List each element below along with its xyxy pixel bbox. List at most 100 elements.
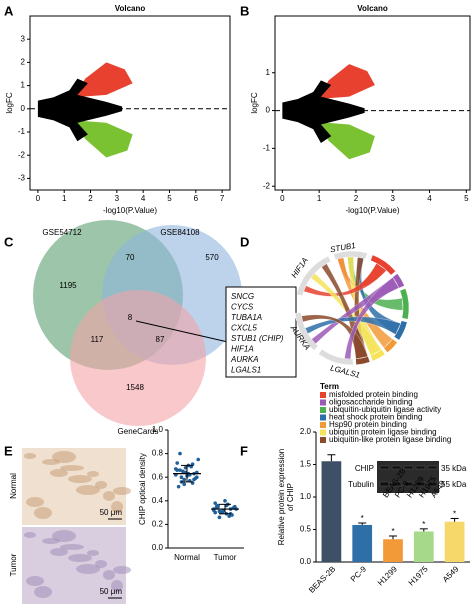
chart-title: Volcano — [115, 4, 146, 13]
x-axis-label: -log10(P.Value) — [103, 206, 157, 215]
tissue — [26, 576, 44, 586]
x-tick-label: H1299 — [376, 564, 399, 587]
term-arc — [393, 320, 408, 341]
y-tick-label: 2 — [21, 58, 26, 67]
blot-band — [391, 481, 402, 487]
blot-band — [379, 481, 390, 487]
y-tick-label: 2.0 — [300, 427, 312, 436]
up-cloud — [318, 64, 375, 99]
dot — [179, 475, 184, 480]
image-label: Normal — [9, 473, 18, 499]
blot-size: 55 kDa — [441, 480, 467, 489]
gene: TUBA1A — [231, 313, 262, 322]
legend-label: Hsp90 protein binding — [329, 420, 407, 429]
y-tick-label: 0.4 — [152, 496, 164, 505]
y-tick-label: 0.2 — [152, 520, 164, 529]
tissue — [34, 507, 52, 519]
x-axis-label: -log10(P.Value) — [346, 206, 400, 215]
venn-count: 87 — [156, 335, 165, 344]
y-tick-label: 0.0 — [300, 557, 312, 566]
x-tick-label: H1975 — [407, 564, 430, 587]
panel-letter: A — [4, 3, 14, 18]
tissue — [111, 580, 123, 592]
gene: CXCL5 — [231, 324, 257, 333]
legend-label: oligosaccharide binding — [329, 398, 413, 407]
base-cloud — [282, 80, 365, 144]
legend-label: misfolded protein binding — [329, 390, 418, 399]
y-tick-label: -2 — [263, 181, 271, 190]
down-cloud — [318, 122, 375, 160]
up-cloud — [74, 62, 133, 98]
blot-band — [403, 481, 414, 487]
x-tick-label: 7 — [220, 194, 225, 203]
base-cloud — [37, 78, 123, 142]
x-tick-label: Normal — [174, 553, 200, 562]
tissue — [24, 453, 36, 459]
x-tick-label: 4 — [427, 194, 432, 203]
legend-swatch — [320, 414, 326, 421]
x-tick-label: PC-9 — [349, 564, 369, 584]
tissue — [68, 554, 92, 562]
y-tick-label: 1.0 — [152, 425, 164, 434]
dot — [178, 468, 182, 472]
legend-label: ubiquitin-ubiquitin ligase activity — [329, 405, 441, 414]
bar — [413, 531, 434, 562]
legend-label: ubiquitin-like protein ligase binding — [329, 435, 451, 444]
dot — [217, 515, 222, 520]
gene: HIF1A — [231, 345, 254, 354]
y-axis-label: Relative protein expression — [277, 449, 286, 546]
y-tick-label: 0.0 — [152, 543, 164, 552]
pointer — [135, 320, 229, 343]
image-label: Tumor — [9, 553, 18, 576]
tissue — [50, 548, 68, 556]
y-tick-label: 0.6 — [152, 472, 164, 481]
legend-swatch — [320, 392, 326, 398]
gene: STUB1 (CHIP) — [231, 334, 284, 343]
set-label: GSE84108 — [160, 228, 200, 237]
y-tick-label: 1 — [21, 81, 26, 90]
tissue — [52, 451, 76, 463]
dot — [213, 510, 217, 515]
x-tick-label: 2 — [354, 194, 359, 203]
tissue — [87, 550, 99, 556]
y-tick-label: 0.8 — [152, 449, 164, 458]
blot-band — [427, 481, 438, 487]
tissue — [103, 570, 115, 580]
significance: * — [361, 514, 364, 523]
x-tick-label: 4 — [141, 194, 146, 203]
blot-label: CHIP — [355, 464, 374, 473]
dot — [182, 477, 186, 482]
legend-label: heat shock protein binding — [329, 413, 422, 422]
chart-title: Volcano — [357, 4, 388, 13]
gene: AURKA — [230, 355, 259, 364]
scale-label: 50 μm — [100, 587, 123, 596]
tissue — [60, 544, 84, 550]
blot-size: 35 kDa — [441, 464, 467, 473]
tissue — [95, 560, 107, 568]
dot — [223, 499, 227, 503]
x-tick-label: 6 — [194, 194, 199, 203]
venn-count: 117 — [91, 335, 104, 344]
tissue — [68, 475, 92, 483]
panel-letter: C — [4, 234, 14, 249]
tissue — [24, 532, 36, 538]
y-tick-label: 0 — [21, 104, 26, 113]
y-tick-label: -3 — [18, 174, 26, 183]
tissue — [76, 485, 100, 495]
y-tick-label: 1 — [266, 68, 271, 77]
y-tick-label: 1.0 — [300, 492, 312, 501]
dot — [175, 468, 179, 472]
y-tick-label: 0.5 — [300, 525, 312, 534]
set-label: GSE54712 — [42, 228, 82, 237]
term-arc — [399, 288, 410, 320]
ribbon — [304, 316, 401, 335]
legend-swatch — [320, 437, 326, 443]
tissue — [52, 530, 76, 542]
legend-label: ubiquitin protein ligase binding — [329, 428, 437, 437]
x-tick-label: A549 — [441, 564, 461, 584]
y-axis-label: CHIP optical density — [138, 453, 147, 525]
legend-swatch — [320, 407, 326, 413]
tissue — [103, 491, 115, 501]
venn-count: 70 — [126, 253, 135, 262]
